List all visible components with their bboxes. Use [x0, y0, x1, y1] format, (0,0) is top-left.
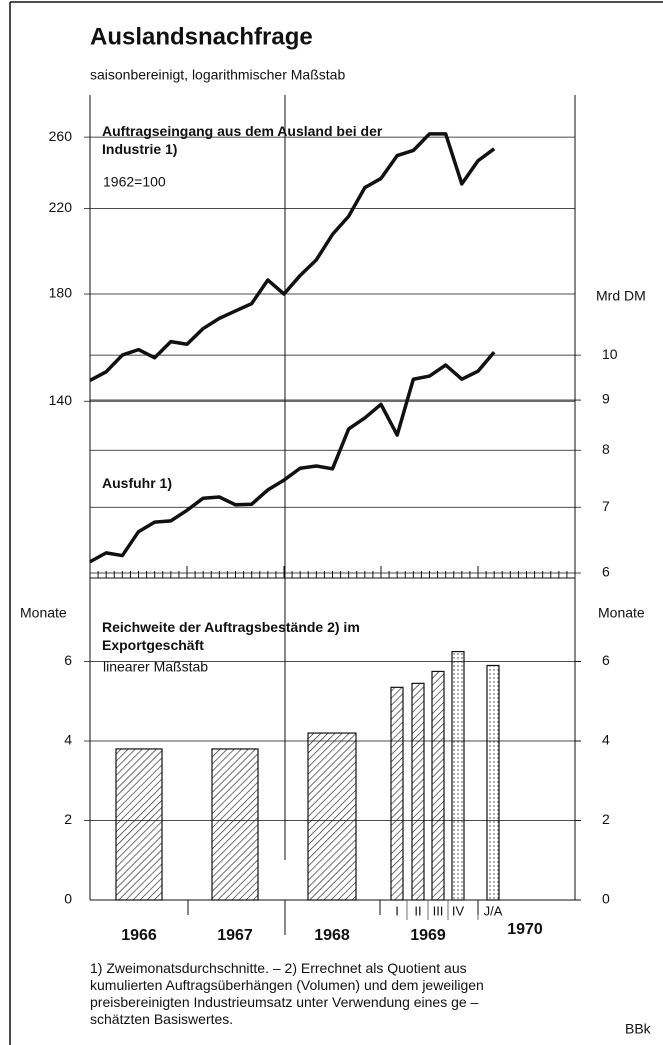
- y2-tick-label: 0: [602, 891, 610, 907]
- x-tick-label: IV: [452, 903, 465, 918]
- y2-tick-label: 9: [602, 391, 610, 407]
- line: [89, 350, 496, 564]
- series-label: Ausfuhr 1): [102, 475, 172, 491]
- series-label: Auftragseingang aus dem Ausland bei der …: [102, 123, 383, 157]
- y-tick-label: 4: [64, 732, 72, 748]
- x-tick-label: 1967: [217, 927, 253, 944]
- footnote-line: preisbereinigten Industrieumsatz unter V…: [90, 994, 479, 1010]
- bar: [307, 732, 357, 901]
- subtitle: linearer Maßstab: [103, 659, 208, 675]
- y-tick-label: 180: [49, 285, 73, 301]
- y2-tick-label: 6: [602, 652, 610, 668]
- footnote-line: kumulierten Auftragsüberhängen (Volumen)…: [90, 977, 484, 993]
- y-tick-label: 0: [64, 891, 72, 907]
- line: [89, 132, 496, 382]
- bar: [115, 748, 163, 901]
- chart-title: Reichweite der Auftragsbestände 2) im Ex…: [102, 619, 360, 653]
- footnote-line: schätzten Basiswertes.: [90, 1011, 234, 1027]
- bar: [451, 650, 465, 901]
- y2-label: Mrd DM: [596, 288, 646, 304]
- subtitle: saisonbereinigt, logarithmischer Maßstab: [90, 67, 345, 83]
- bar: [411, 682, 425, 901]
- x-tick-label: J/A: [484, 903, 503, 918]
- y2-tick-label: 7: [602, 498, 610, 514]
- y-tick-label: 260: [49, 128, 73, 144]
- group-label: 1970: [507, 921, 543, 938]
- y-tick-label: 140: [49, 392, 73, 408]
- y2-tick-label: 10: [602, 346, 618, 362]
- bar: [486, 664, 500, 901]
- x-tick-label: 1966: [121, 927, 157, 944]
- y-label: Monate: [20, 605, 67, 621]
- chart-title: Auslandsnachfrage: [90, 23, 313, 50]
- y2-tick-label: 4: [602, 732, 610, 748]
- y2-tick-label: 8: [602, 441, 610, 457]
- x-tick-label: I: [395, 903, 399, 918]
- bar: [211, 748, 259, 901]
- y-tick-label: 6: [64, 652, 72, 668]
- bar: [431, 670, 445, 901]
- bar: [390, 686, 404, 901]
- x-tick-label: II: [414, 903, 421, 918]
- x-tick-label: 1968: [314, 927, 350, 944]
- x-tick-label: III: [433, 903, 444, 918]
- y2-tick-label: 6: [602, 564, 610, 580]
- annotation: 1962=100: [103, 174, 166, 190]
- y2-label: Monate: [598, 605, 645, 621]
- y-tick-label: 2: [64, 811, 72, 827]
- source: BBk: [625, 1021, 652, 1037]
- y-tick-label: 220: [49, 199, 73, 215]
- y2-tick-label: 2: [602, 811, 610, 827]
- footnote-line: 1) Zweimonatsdurchschnitte. – 2) Errechn…: [90, 960, 467, 976]
- group-label: 1969: [410, 927, 446, 944]
